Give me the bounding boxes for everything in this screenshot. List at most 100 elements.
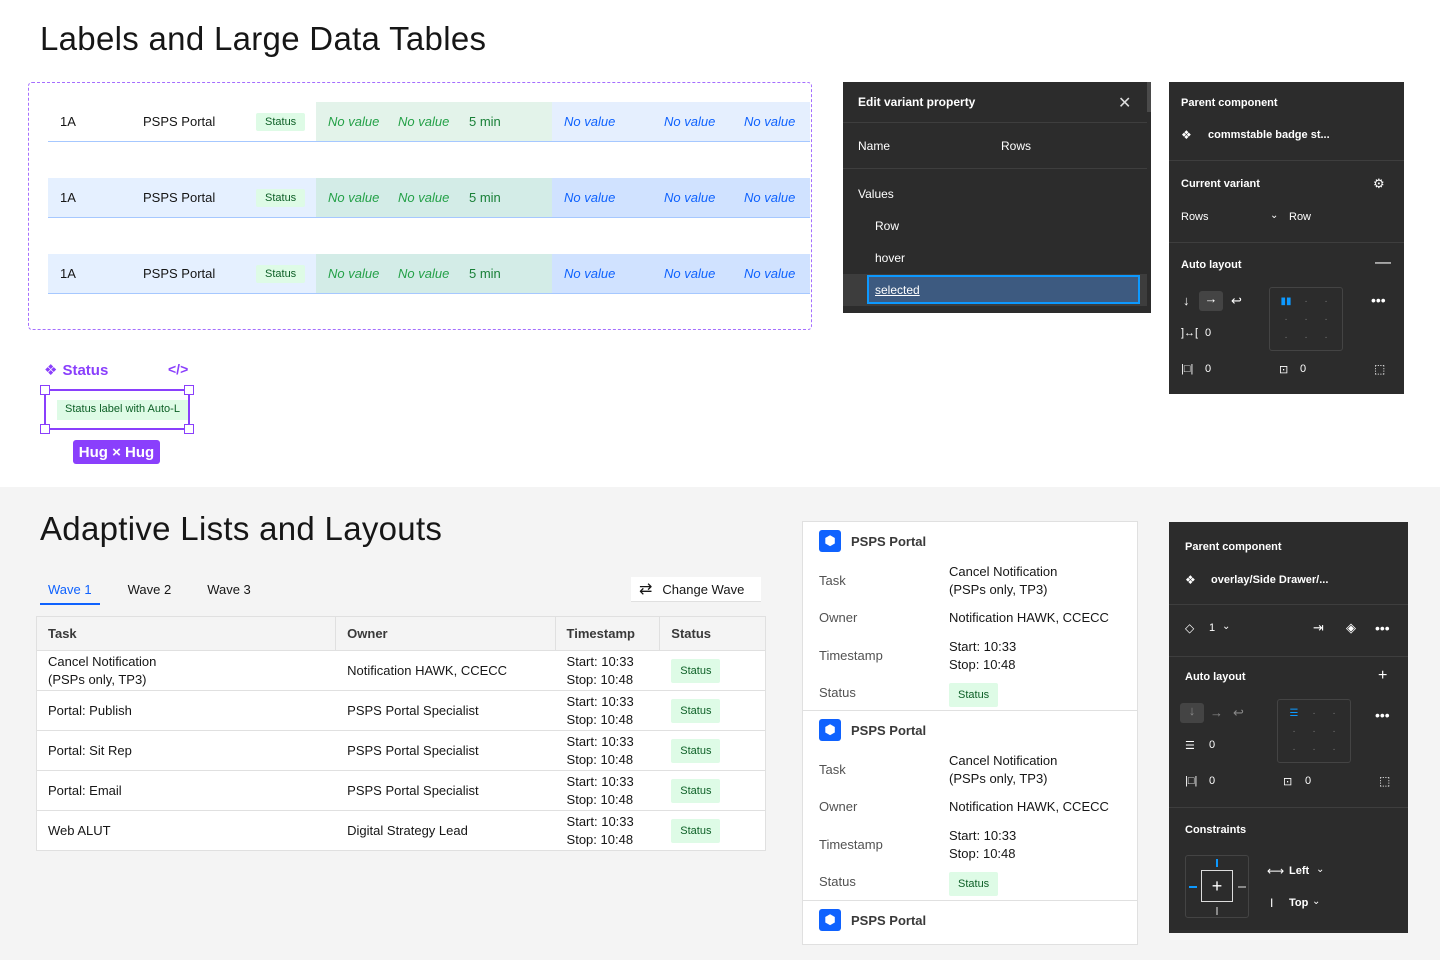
bottom-constraint-line[interactable] bbox=[1216, 907, 1218, 915]
arrow-right-icon[interactable]: → bbox=[1199, 291, 1223, 311]
arrow-right-icon[interactable]: → bbox=[1210, 705, 1223, 720]
vertical-constraint-value[interactable]: Top bbox=[1289, 897, 1309, 909]
auto-layout-label: Auto layout bbox=[1181, 259, 1242, 271]
table-row[interactable]: Web ALUT Digital Strategy Lead Start: 10:3… bbox=[37, 811, 765, 851]
tab-wave-1[interactable]: Wave 1 bbox=[40, 578, 100, 605]
add-icon[interactable]: + bbox=[1378, 667, 1388, 684]
name-value[interactable]: Rows bbox=[1001, 139, 1032, 153]
individual-padding-icon[interactable]: ⬚ bbox=[1374, 362, 1386, 376]
tab-wave-3[interactable]: Wave 3 bbox=[207, 582, 251, 597]
horizontal-constraint-value[interactable]: Left bbox=[1289, 865, 1310, 877]
scrollbar[interactable] bbox=[1147, 82, 1151, 112]
table-row[interactable]: Portal: Sit Rep PSPS Portal Specialist Sta… bbox=[37, 731, 765, 771]
header-owner[interactable]: Owner bbox=[336, 617, 556, 651]
align-dot[interactable]: · bbox=[1292, 725, 1296, 737]
timestamp-value: Start: 10:33 Stop: 10:48 bbox=[949, 828, 1017, 861]
remove-icon[interactable]: — bbox=[1375, 254, 1391, 271]
table-row[interactable]: Portal: Publish PSPS Portal Specialist Sta… bbox=[37, 691, 765, 731]
gap-icon: ☰ bbox=[1185, 740, 1195, 752]
align-dot[interactable]: · bbox=[1312, 707, 1316, 719]
wrap-icon[interactable]: ↩ bbox=[1231, 293, 1242, 308]
wrap-icon[interactable]: ↩ bbox=[1233, 705, 1244, 720]
tab-wave-2[interactable]: Wave 2 bbox=[127, 582, 172, 597]
padding-h-value[interactable]: 0 bbox=[1209, 775, 1216, 787]
table-row-selected[interactable]: 1A PSPS Portal Status No value No value … bbox=[48, 254, 810, 294]
align-dot[interactable]: · bbox=[1284, 313, 1288, 325]
arrow-down-icon[interactable]: ↓ bbox=[1180, 703, 1204, 723]
instance-number[interactable]: 1 bbox=[1209, 622, 1216, 634]
selection-box[interactable] bbox=[40, 385, 194, 434]
header-status[interactable]: Status bbox=[660, 617, 765, 651]
more-icon[interactable]: ••• bbox=[1371, 292, 1386, 308]
change-wave-button[interactable]: ⇄ Change Wave bbox=[631, 577, 761, 602]
constraints-label: Constraints bbox=[1185, 824, 1247, 836]
parent-component-name[interactable]: commstable badge st... bbox=[1208, 129, 1330, 141]
list-card[interactable]: ⬢ PSPS Portal bbox=[803, 901, 1137, 944]
table-row-hover[interactable]: 1A PSPS Portal Status No value No value … bbox=[48, 178, 810, 218]
arrow-down-icon[interactable]: ↓ bbox=[1183, 293, 1190, 308]
align-dot[interactable]: · bbox=[1332, 707, 1336, 719]
align-dot[interactable]: · bbox=[1324, 295, 1328, 307]
gap-value[interactable]: 0 bbox=[1205, 327, 1212, 339]
section-title: Adaptive Lists and Layouts bbox=[40, 510, 443, 547]
align-dot[interactable]: · bbox=[1284, 331, 1288, 343]
padding-h-value[interactable]: 0 bbox=[1205, 363, 1212, 375]
more-icon[interactable]: ••• bbox=[1375, 707, 1390, 723]
alignment-grid[interactable]: ☰ · · · · · · · · bbox=[1277, 699, 1351, 763]
individual-padding-icon[interactable]: ⬚ bbox=[1379, 774, 1391, 788]
more-icon[interactable]: ••• bbox=[1375, 620, 1390, 636]
align-dot[interactable]: · bbox=[1332, 725, 1336, 737]
align-dot[interactable]: · bbox=[1304, 331, 1308, 343]
value-item[interactable]: Row bbox=[875, 219, 900, 233]
header-task[interactable]: Task bbox=[37, 617, 337, 651]
resize-handle[interactable] bbox=[40, 385, 50, 395]
align-dot[interactable]: · bbox=[1312, 725, 1316, 737]
chevron-down-icon[interactable]: ⌄ bbox=[1312, 896, 1321, 907]
status-label: Status bbox=[819, 685, 856, 700]
chevron-down-icon[interactable]: ⌄ bbox=[1222, 621, 1231, 632]
task-table: Task Owner Timestamp Status Cancel Notif… bbox=[36, 616, 766, 851]
align-dot[interactable]: ▮▮ bbox=[1280, 295, 1292, 307]
close-icon[interactable]: ✕ bbox=[1118, 95, 1132, 112]
alignment-grid[interactable]: ▮▮ · · · · · · · · bbox=[1269, 287, 1343, 351]
header-timestamp[interactable]: Timestamp bbox=[555, 617, 661, 651]
align-dot[interactable]: · bbox=[1304, 313, 1308, 325]
padding-v-icon: ⊡ bbox=[1279, 364, 1289, 376]
gap-value[interactable]: 0 bbox=[1209, 739, 1216, 751]
align-dot[interactable]: · bbox=[1332, 743, 1336, 755]
chevron-down-icon[interactable]: ⌄ bbox=[1316, 864, 1325, 875]
constraints-widget[interactable]: + bbox=[1185, 855, 1249, 918]
align-dot[interactable]: · bbox=[1312, 743, 1316, 755]
right-constraint-line[interactable] bbox=[1238, 886, 1246, 888]
list-card[interactable]: ⬢ PSPS Portal Task Cancel Notification (P… bbox=[803, 711, 1137, 901]
go-to-main-icon[interactable]: ⇥ bbox=[1313, 620, 1324, 635]
top-constraint-line[interactable] bbox=[1216, 859, 1218, 867]
resize-handle[interactable] bbox=[184, 385, 194, 395]
value-input-selected[interactable]: selected bbox=[867, 275, 1140, 304]
no-value-cell: No value bbox=[386, 178, 457, 217]
table-row[interactable]: 1A PSPS Portal Status No value No value … bbox=[48, 102, 810, 142]
chevron-down-icon[interactable]: ⌄ bbox=[1270, 210, 1279, 221]
parent-component-name[interactable]: overlay/Side Drawer/... bbox=[1211, 574, 1329, 586]
value-item[interactable]: hover bbox=[875, 251, 906, 265]
align-dot[interactable]: · bbox=[1324, 331, 1328, 343]
padding-v-value[interactable]: 0 bbox=[1305, 775, 1312, 787]
variant-value[interactable]: Row bbox=[1289, 211, 1312, 223]
reset-icon[interactable]: ◈ bbox=[1346, 620, 1356, 635]
align-dot[interactable]: · bbox=[1304, 295, 1308, 307]
align-dot[interactable]: · bbox=[1324, 313, 1328, 325]
padding-v-value[interactable]: 0 bbox=[1300, 363, 1307, 375]
align-dot[interactable]: ☰ bbox=[1289, 707, 1299, 719]
align-dot[interactable]: · bbox=[1292, 743, 1296, 755]
table-row[interactable]: Portal: Email PSPS Portal Specialist Start… bbox=[37, 771, 765, 811]
code-icon[interactable]: </> bbox=[168, 361, 189, 377]
component-header[interactable]: ❖ Status bbox=[44, 361, 108, 380]
adjust-icon[interactable]: ⚙ bbox=[1373, 176, 1385, 191]
table-row[interactable]: Cancel Notification (PSPs only, TP3) Noti… bbox=[37, 651, 765, 691]
list-card[interactable]: ⬢ PSPS Portal Task Cancel Notification (P… bbox=[803, 522, 1137, 711]
resize-handle[interactable] bbox=[40, 424, 50, 434]
resize-handle[interactable] bbox=[184, 424, 194, 434]
hug-size-badge[interactable]: Hug × Hug bbox=[73, 440, 160, 464]
left-constraint-line[interactable] bbox=[1189, 886, 1197, 888]
variant-frame[interactable] bbox=[28, 82, 812, 330]
